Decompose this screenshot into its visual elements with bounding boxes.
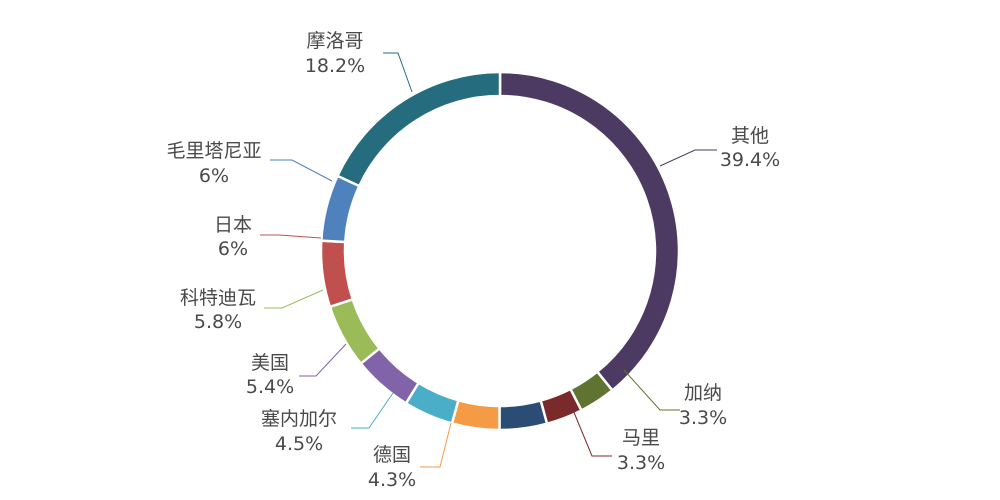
slice-label-毛里塔尼亚: 毛里塔尼亚 [166,140,261,162]
slice-value-马里: 3.3% [617,452,665,474]
slice-value-毛里塔尼亚: 6% [199,165,229,187]
slice-group [319,70,681,432]
slice-label-德国: 德国 [373,444,411,466]
slice-label-日本: 日本 [214,214,252,236]
slice-label-加纳: 加纳 [684,382,722,404]
slice-value-塞内加尔: 4.5% [275,433,323,455]
leader-line-科特迪瓦 [264,289,324,309]
leader-line-加纳 [623,369,680,411]
slice-value-美国: 5.4% [246,376,294,398]
leader-line-德国 [420,422,452,468]
slice-label-科特迪瓦: 科特迪瓦 [180,287,256,309]
leader-line-毛里塔尼亚 [270,159,333,182]
slice-摩洛哥 [335,70,502,188]
slice-value-摩洛哥: 18.2% [305,55,365,77]
slice-value-加纳: 3.3% [679,407,727,429]
leader-line-其他 [659,149,717,167]
slice-日本 [319,239,355,309]
leader-line-塞内加尔 [351,392,394,429]
leader-line-马里 [572,409,612,457]
slice-label-马里: 马里 [622,427,660,449]
slice-德国 [450,398,501,432]
leader-line-美国 [299,343,347,377]
slice-label-塞内加尔: 塞内加尔 [261,408,337,430]
slice-value-日本: 6% [218,238,248,260]
slice-value-科特迪瓦: 5.8% [194,311,242,333]
leader-line-日本 [260,234,322,239]
slice-value-德国: 4.3% [368,469,416,491]
slice-label-摩洛哥: 摩洛哥 [306,30,363,52]
slice-unlabeled [498,399,549,432]
slice-label-美国: 美国 [251,352,289,374]
slice-value-其他: 39.4% [720,149,780,171]
slice-毛里塔尼亚 [319,174,361,244]
leader-line-group [260,52,717,468]
slice-label-其他: 其他 [731,125,769,147]
slice-其他 [498,70,681,393]
leader-line-摩洛哥 [383,52,413,93]
